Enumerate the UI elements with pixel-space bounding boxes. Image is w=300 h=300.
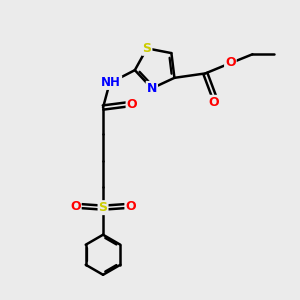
Text: S: S [142, 42, 152, 55]
Text: N: N [147, 82, 157, 95]
Text: O: O [209, 96, 220, 109]
Text: O: O [70, 200, 81, 213]
Text: S: S [98, 201, 107, 214]
Text: O: O [225, 56, 236, 69]
Text: O: O [127, 98, 137, 111]
Text: NH: NH [101, 76, 121, 89]
Text: O: O [125, 200, 136, 213]
